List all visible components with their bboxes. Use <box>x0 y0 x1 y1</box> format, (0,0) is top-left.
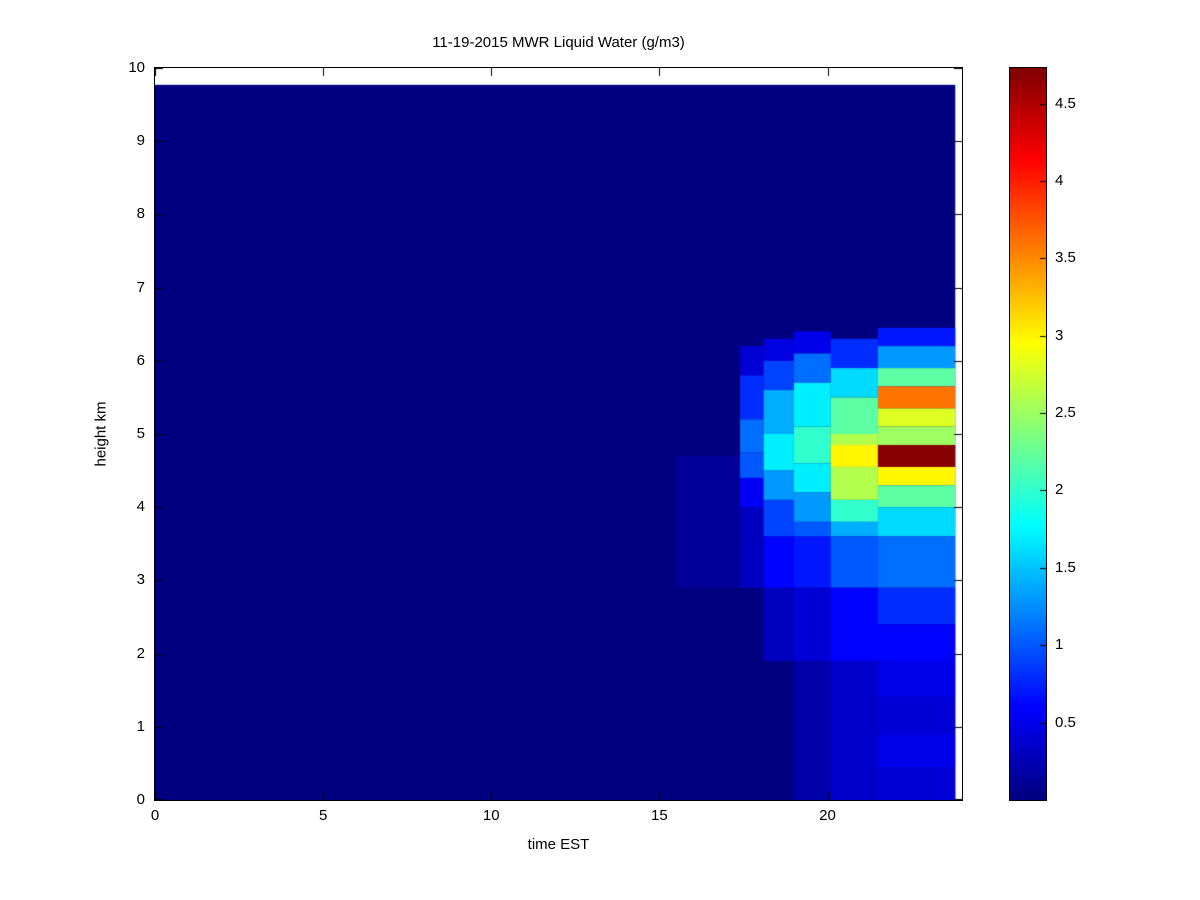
x-tick-label: 5 <box>318 807 328 824</box>
colorbar-tick-label: 3 <box>1055 326 1064 344</box>
y-tick-label: 4 <box>136 498 145 516</box>
x-tick-label: 10 <box>482 807 500 824</box>
colorbar-tick-label: 4 <box>1055 171 1064 189</box>
y-tick-label: 6 <box>136 351 145 369</box>
y-tick-label: 5 <box>136 425 145 442</box>
y-tick-label: 0 <box>136 791 145 808</box>
y-tick-label: 8 <box>136 205 145 223</box>
colorbar-tick-label: 2 <box>1055 481 1064 499</box>
plot-area <box>154 67 963 801</box>
colorbar-tick-label: 2.5 <box>1055 404 1076 422</box>
colorbar-tick-label: 3.5 <box>1055 249 1076 267</box>
y-tick-label: 3 <box>136 571 145 589</box>
y-tick-label: 9 <box>136 132 145 150</box>
colorbar <box>1009 67 1047 801</box>
chart-title: 11-19-2015 MWR Liquid Water (g/m3) <box>432 34 685 51</box>
x-tick-label: 20 <box>819 807 836 824</box>
y-tick-label: 10 <box>128 59 145 76</box>
colorbar-gradient <box>1010 68 1046 800</box>
y-tick-label: 7 <box>136 278 145 296</box>
x-tick-label: 0 <box>150 807 160 824</box>
colorbar-tick-label: 0.5 <box>1055 713 1076 731</box>
heatmap-canvas <box>155 68 962 800</box>
x-axis-label: time EST <box>527 836 590 853</box>
y-tick-label: 2 <box>136 644 145 662</box>
colorbar-tick-label: 1.5 <box>1055 558 1076 576</box>
colorbar-tick-label: 1 <box>1055 636 1064 654</box>
x-tick-label: 15 <box>651 807 668 824</box>
y-tick-label: 1 <box>136 717 145 735</box>
colorbar-tick-label: 4.5 <box>1055 94 1076 112</box>
